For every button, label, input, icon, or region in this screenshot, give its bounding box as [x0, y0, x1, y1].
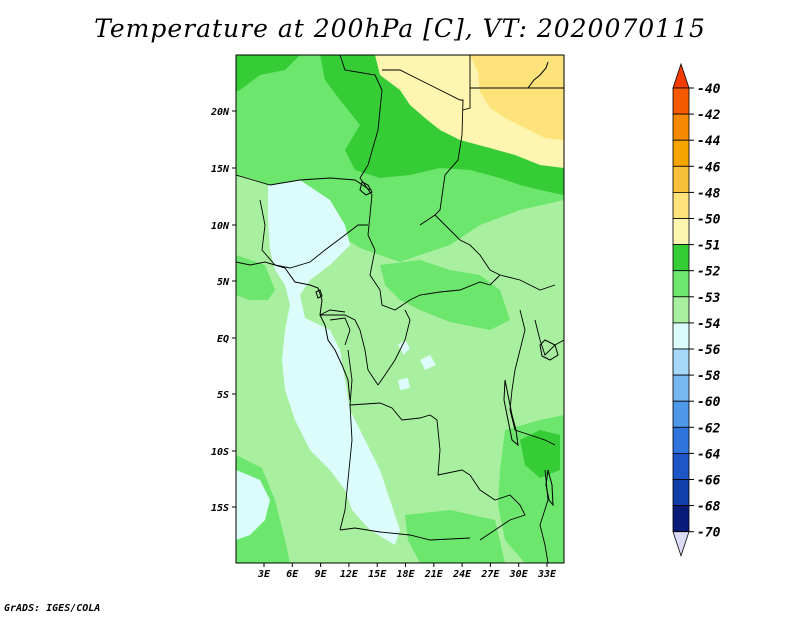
colorbar-segment — [672, 296, 690, 324]
boundary-niger-chad-north — [339, 55, 383, 251]
field-band-48 — [470, 55, 564, 140]
lat-label: 10S — [211, 447, 229, 458]
field-band-54-spot-c — [398, 378, 410, 390]
coastline — [236, 61, 559, 507]
boundary-angola-west-coast — [339, 349, 353, 531]
colorbar-label: -40 — [697, 82, 721, 97]
colorbar-label: -54 — [697, 317, 721, 332]
colorbar-label: -48 — [697, 186, 721, 201]
lat-label: 20N — [210, 107, 230, 118]
colorbar-label: -64 — [697, 447, 721, 462]
field-band-52-central — [380, 260, 510, 330]
colorbar-label: -50 — [697, 213, 721, 228]
boundary-libya-sudan — [382, 69, 464, 226]
colorbar-label: -42 — [697, 108, 721, 123]
field-band-52-south — [405, 510, 505, 563]
grads-credit: GrADS: IGES/COLA — [4, 603, 101, 614]
lon-label: 9E — [315, 569, 328, 580]
boundary-car-sudan — [434, 214, 556, 291]
colorbar-label: -62 — [697, 421, 721, 436]
lat-label: 15N — [211, 164, 230, 175]
colorbar-cap-bottom — [672, 531, 690, 557]
field-band-54-spot-b — [420, 355, 436, 370]
field-band-54-southwest — [236, 470, 270, 540]
colorbar-segment — [672, 191, 690, 219]
boundary-nigeria-niger — [236, 174, 371, 191]
colorbar-segment — [672, 322, 690, 350]
colorbar: -40 -42 -44 -46 -48 -50 -51 -52 -53 -54 -56 -58 -60 -… — [672, 62, 721, 557]
boundary-uganda-kenya — [534, 319, 564, 356]
colorbar-label: -60 — [697, 395, 721, 410]
lat-label: 5S — [217, 390, 229, 401]
coastline-bioko — [315, 289, 323, 299]
colorbar-segment — [672, 452, 690, 480]
lat-label: EQ — [217, 334, 229, 345]
latitude-axis: 20N 15N 10N 5N EQ 5S 10S 15S — [210, 107, 236, 514]
lon-label: 21E — [424, 569, 444, 580]
colorbar-label: -44 — [697, 134, 721, 149]
colorbar-segment — [672, 165, 690, 193]
colorbar-label: -56 — [697, 343, 721, 358]
lon-label: 30E — [509, 569, 529, 580]
colorbar-segment — [672, 374, 690, 402]
lon-label: 24E — [452, 569, 472, 580]
map-frame — [235, 54, 565, 564]
colorbar-segment — [672, 479, 690, 507]
lat-label: 15S — [211, 503, 229, 514]
coastline-red-sea — [527, 61, 549, 89]
colorbar-label: -53 — [697, 291, 721, 306]
boundary-drc-west — [377, 309, 411, 386]
coastline-lake-chad — [359, 181, 373, 196]
colorbar-segment — [672, 270, 690, 298]
colorbar-segment — [672, 139, 690, 167]
lon-label: 33E — [537, 569, 557, 580]
lon-label: 3E — [257, 569, 271, 580]
colorbar-segment — [672, 348, 690, 376]
country-boundaries — [236, 55, 564, 563]
boundary-zambia — [469, 474, 526, 541]
lat-label: 10N — [211, 221, 230, 232]
colorbar-segment — [672, 87, 690, 115]
field-band-51-west — [236, 55, 300, 92]
colorbar-segment — [672, 218, 690, 246]
coastline-lake-victoria — [539, 339, 559, 361]
colorbar-label: -46 — [697, 160, 721, 175]
colorbar-label: -66 — [697, 474, 721, 489]
colorbar-segment — [672, 400, 690, 428]
lon-label: 18E — [396, 569, 415, 580]
colorbar-segment — [672, 505, 690, 533]
boundary-congo — [320, 314, 379, 386]
boundary-angola-north — [349, 402, 471, 476]
boundary-angola-south — [339, 527, 471, 541]
map-field — [236, 55, 564, 563]
colorbar-segment — [672, 426, 690, 454]
colorbar-label: -52 — [697, 265, 721, 280]
lat-label: 5N — [217, 277, 230, 288]
colorbar-label: -58 — [697, 369, 721, 384]
longitude-axis: 3E 6E 9E 12E 15E 18E 21E 24E 27E 30E 33E — [257, 563, 557, 580]
boundary-nigeria-cameroon — [259, 199, 368, 269]
colorbar-segment — [672, 244, 690, 272]
field-band-54-main — [268, 180, 400, 545]
colorbar-label: -70 — [697, 526, 721, 541]
coastline-lake-malawi — [545, 469, 554, 507]
lon-label: 27E — [480, 569, 500, 580]
field-band-54-spot-a — [398, 340, 410, 355]
boundary-cameroon-car — [369, 249, 501, 311]
boundary-gabon — [319, 309, 351, 346]
field-band-52-west — [236, 255, 275, 300]
colorbar-label: -51 — [697, 239, 720, 254]
coastline-gulf-of-guinea — [236, 261, 351, 401]
boundary-egypt-libya — [462, 55, 471, 111]
boundary-east-africa — [509, 309, 556, 446]
lon-label: 6E — [286, 569, 299, 580]
colorbar-label: -68 — [697, 500, 721, 515]
colorbar-cap-top — [672, 62, 690, 89]
coastline-lake-tanganyika — [503, 379, 519, 447]
colorbar-segment — [672, 113, 690, 141]
chart-title: Temperature at 200hPa [C], VT: 202007011… — [94, 14, 706, 43]
lon-label: 15E — [368, 569, 387, 580]
lon-label: 12E — [340, 569, 359, 580]
